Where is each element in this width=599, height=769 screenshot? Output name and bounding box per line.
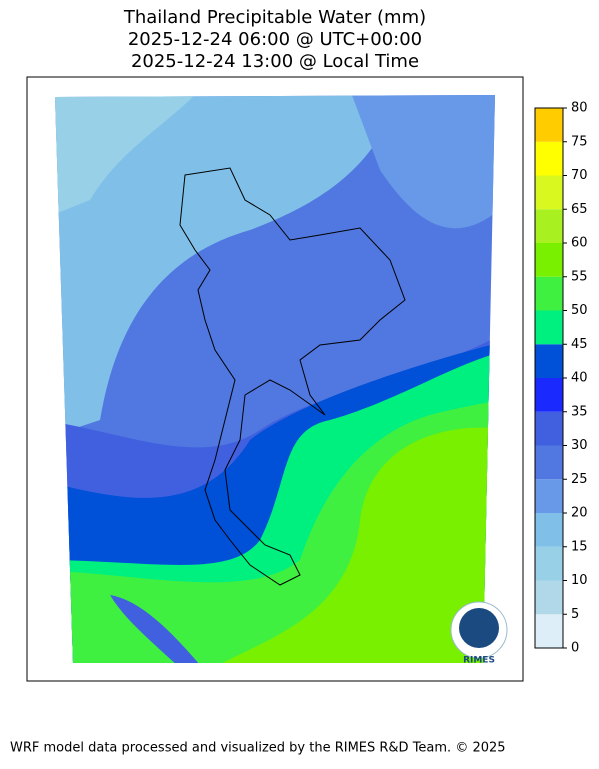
- colorbar-tick-label: 45: [571, 337, 588, 352]
- map-field: [55, 95, 495, 663]
- colorbar-bin: [535, 513, 563, 547]
- colorbar-tick-label: 40: [571, 371, 588, 386]
- colorbar-tick-label: 0: [571, 641, 579, 656]
- title-line: Thailand Precipitable Water (mm): [123, 7, 426, 28]
- title-line: 2025-12-24 13:00 @ Local Time: [131, 51, 419, 72]
- colorbar-tick-label: 65: [571, 202, 588, 217]
- colorbar-tick-label: 60: [571, 236, 588, 251]
- colorbar-tick-label: 25: [571, 472, 588, 487]
- colorbar-tick-label: 70: [571, 168, 588, 183]
- logo: RIMES: [450, 601, 508, 666]
- colorbar-tick-label: 15: [571, 539, 588, 554]
- colorbar-bin: [535, 209, 563, 243]
- colorbar-bin: [535, 378, 563, 412]
- colorbar-bin: [535, 141, 563, 176]
- colorbar-bin: [535, 479, 563, 513]
- colorbar-bin: [535, 344, 563, 378]
- colorbar-bin: [535, 445, 563, 480]
- colorbar-tick-label: 75: [571, 134, 588, 149]
- logo-disc: [459, 608, 499, 648]
- colorbar-tick-label: 30: [571, 438, 588, 453]
- colorbar-bin: [535, 411, 563, 446]
- logo-text: RIMES: [463, 656, 495, 666]
- colorbar-bin: [535, 614, 563, 648]
- colorbar-bin: [535, 175, 563, 210]
- colorbar-tick-label: 80: [571, 101, 588, 116]
- colorbar-bin: [535, 580, 563, 615]
- colorbar: 0 5 10 15 20 25 30 35 40 45 50 55 60 65 70 75 80: [534, 101, 588, 656]
- colorbar-tick-label: 5: [571, 607, 579, 622]
- colorbar-bin: [535, 276, 563, 311]
- title-line: 2025-12-24 06:00 @ UTC+00:00: [128, 29, 422, 50]
- colorbar-tick-label: 10: [571, 573, 588, 588]
- colorbar-tick-label: 50: [571, 303, 588, 318]
- colorbar-tick-label: 20: [571, 506, 588, 521]
- colorbar-bin: [535, 108, 563, 142]
- colorbar-tick-label: 55: [571, 269, 588, 284]
- colorbar-bin: [535, 310, 563, 345]
- colorbar-bin: [535, 243, 563, 277]
- footer: WRF model data processed and visualized …: [10, 741, 506, 756]
- colorbar-tick-label: 35: [571, 404, 588, 419]
- colorbar-bin: [535, 546, 563, 581]
- country-border: [179, 167, 406, 586]
